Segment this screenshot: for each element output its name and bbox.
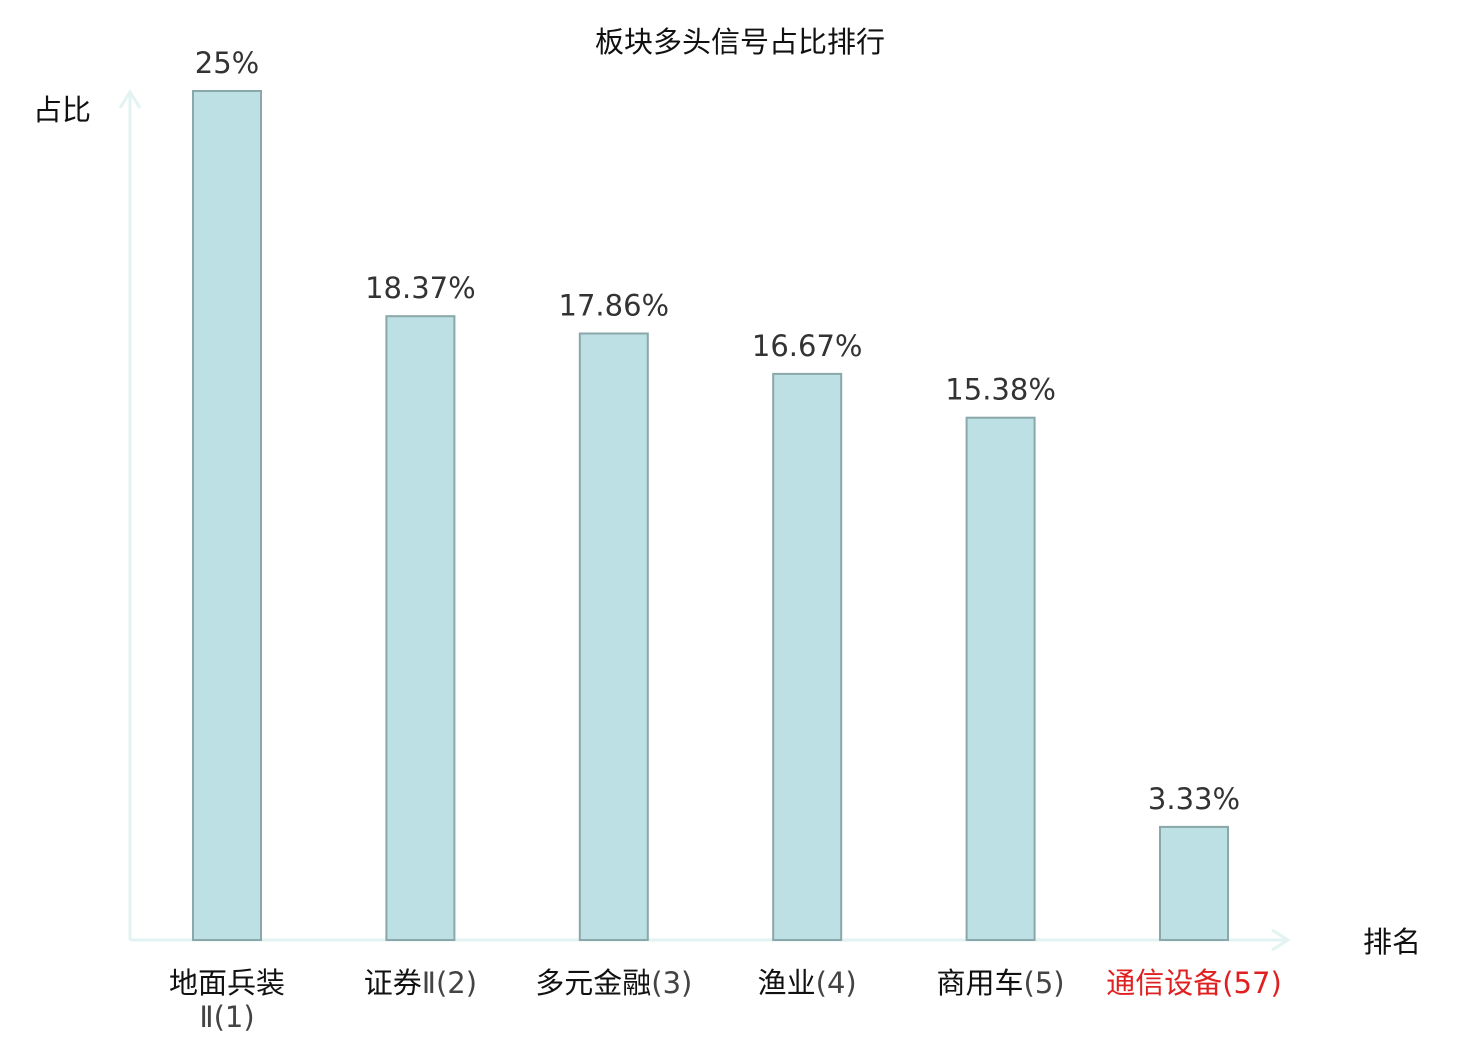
- category-labels-group: 地面兵装 Ⅱ(1) 证券Ⅱ(2) 多元金融(3) 渔业(4) 商用车(5) 通信设备(57): [169, 966, 1282, 1034]
- category-name: 渔业: [758, 966, 816, 1000]
- category-label: 证券Ⅱ(2): [364, 966, 477, 1000]
- category-rank: Ⅱ(1): [199, 1000, 254, 1034]
- category-name: 通信设备: [1106, 966, 1222, 1000]
- category-rank: (57): [1222, 966, 1282, 1000]
- category-name: 商用车: [937, 966, 1024, 1000]
- bar: [192, 90, 262, 941]
- value-labels-group: 25% 18.37% 17.86% 16.67% 15.38% 3.33%: [195, 46, 1240, 816]
- value-label: 16.67%: [752, 329, 863, 363]
- category-label: 渔业(4): [758, 966, 857, 1000]
- category-name: 证券: [364, 966, 422, 1000]
- value-label: 17.86%: [559, 289, 670, 323]
- category-rank: (3): [651, 966, 692, 1000]
- x-axis-label: 排名: [1363, 925, 1421, 959]
- y-axis-arrow: [118, 89, 142, 109]
- y-axis-label: 占比: [33, 93, 91, 127]
- category-label: 通信设备(57): [1106, 966, 1282, 1000]
- bar: [385, 315, 456, 941]
- category-rank: Ⅱ(2): [422, 966, 477, 1000]
- bars-group: [192, 90, 1229, 942]
- bar: [578, 332, 649, 941]
- category-rank: (4): [816, 966, 857, 1000]
- chart-title: 板块多头信号占比排行: [595, 25, 885, 59]
- category-label: 地面兵装 Ⅱ(1): [169, 966, 285, 1034]
- category-label: 商用车(5): [937, 966, 1065, 1000]
- bar: [1159, 825, 1229, 942]
- bar: [772, 372, 843, 941]
- category-rank: (5): [1024, 966, 1065, 1000]
- value-label: 18.37%: [365, 271, 476, 305]
- bar: [965, 416, 1036, 941]
- category-name: 多元金融: [535, 966, 651, 1000]
- value-label: 25%: [195, 46, 259, 80]
- x-axis-arrow: [1271, 928, 1291, 952]
- value-label: 3.33%: [1148, 782, 1240, 816]
- category-name: 地面兵装: [169, 966, 285, 1000]
- category-label: 多元金融(3): [535, 966, 692, 1000]
- value-label: 15.38%: [945, 373, 1056, 407]
